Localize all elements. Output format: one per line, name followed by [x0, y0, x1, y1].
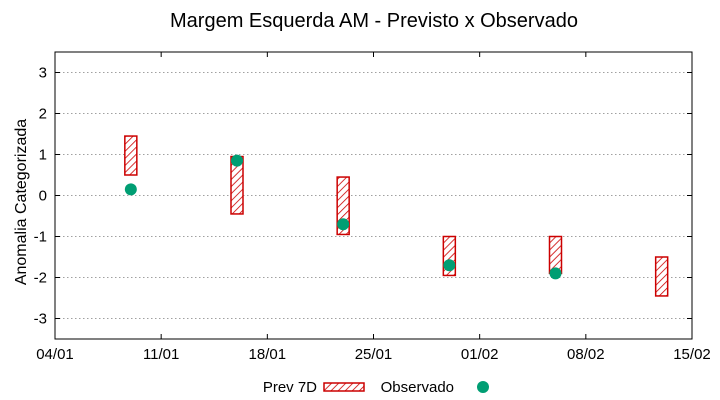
legend: Prev 7D Observado [263, 379, 489, 396]
y-tick-label: -3 [34, 311, 47, 328]
chart-title: Margem Esquerda AM - Previsto x Observad… [170, 10, 578, 32]
axes: -3 -2 -1 0 1 2 3 04/01 11/01 18/01 25/01 01/02 08/02… [34, 51, 711, 363]
legend-swatch-observado [477, 381, 489, 393]
observed-point [549, 267, 562, 280]
y-tick-label: 0 [39, 188, 47, 205]
legend-label-observado: Observado [381, 379, 454, 396]
y-tick-label: 1 [39, 147, 47, 164]
x-tick-label: 11/01 [143, 346, 179, 363]
plot-frame [54, 51, 693, 340]
y-axis-label: Anomalia Categorizada [13, 119, 30, 285]
y-tick-label: -1 [34, 229, 47, 246]
x-tick-label: 04/01 [36, 346, 74, 363]
y-tick-label: 3 [39, 65, 47, 82]
y-tick-label: 2 [39, 106, 47, 123]
x-tick-label: 25/01 [355, 346, 393, 363]
forecast-range-box [654, 256, 669, 297]
grid [55, 72, 692, 319]
observed-point [124, 183, 137, 196]
plot-marks [124, 135, 669, 297]
legend-label-prev: Prev 7D [263, 379, 317, 396]
y-tick-label: -2 [34, 270, 47, 287]
forecast-range-box [124, 135, 138, 176]
x-tick-label: 15/02 [673, 346, 711, 363]
observed-point [231, 154, 243, 167]
x-tick-label: 01/02 [461, 346, 499, 363]
observed-point [337, 218, 350, 231]
legend-swatch-prev [323, 382, 365, 392]
x-tick-label: 08/02 [567, 346, 605, 363]
x-tick-label: 18/01 [249, 346, 287, 363]
observed-point [443, 259, 456, 272]
